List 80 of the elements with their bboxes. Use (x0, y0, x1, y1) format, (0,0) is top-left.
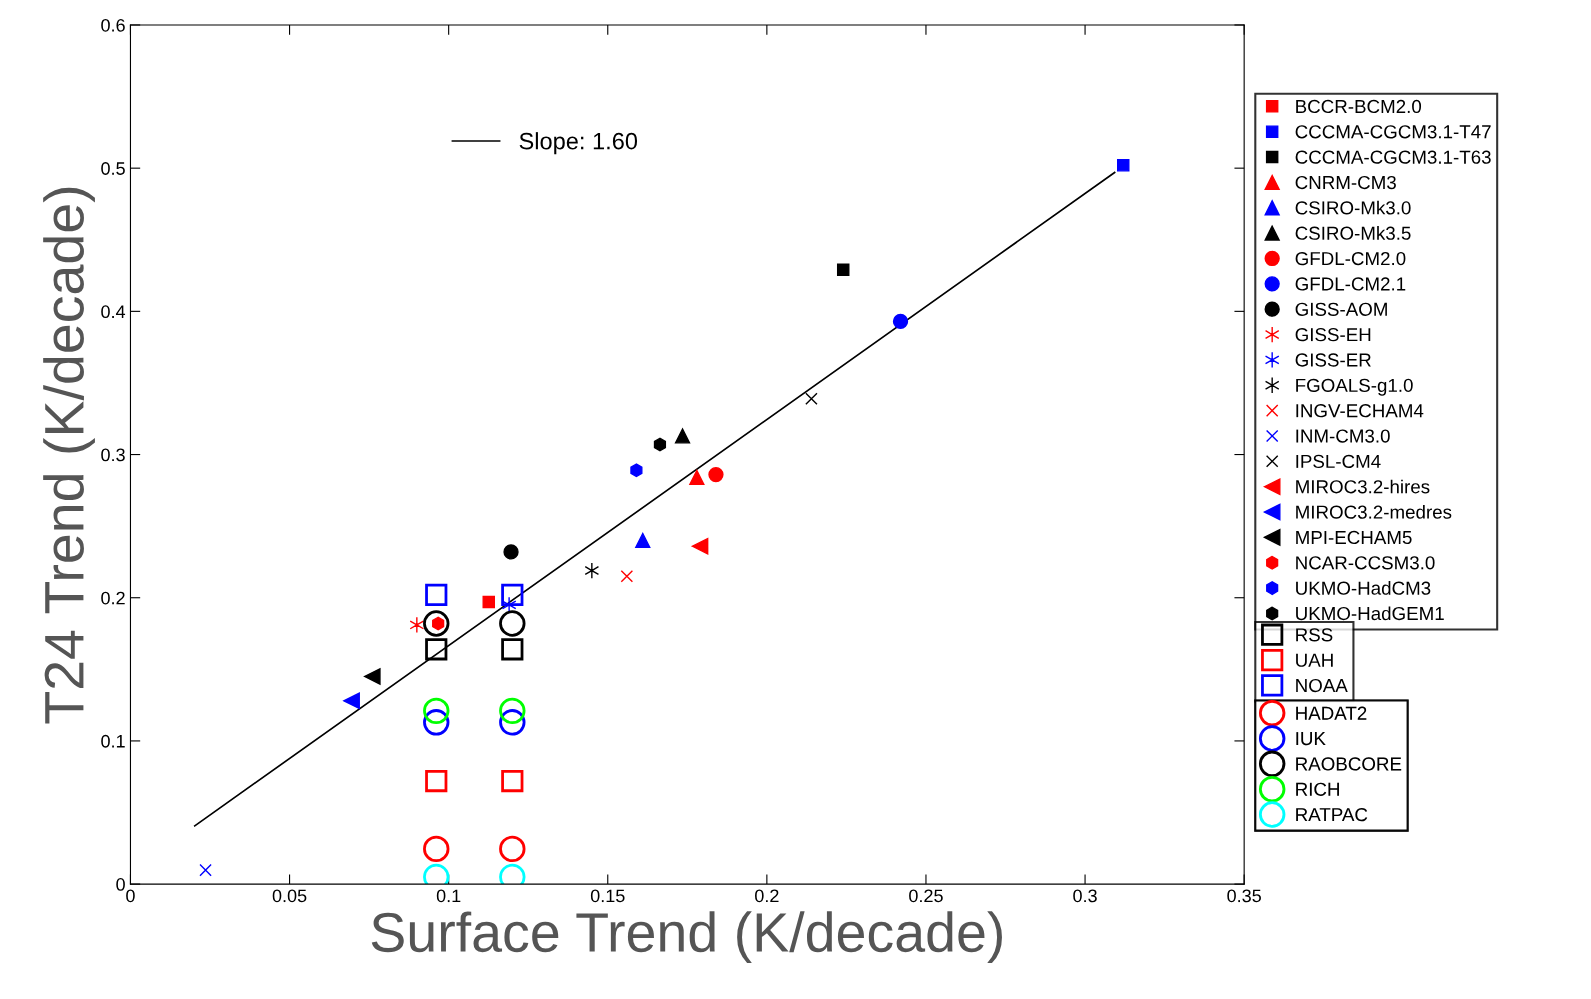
point (689, 469, 705, 486)
point (499, 835, 526, 863)
legend-label: UKMO-HadGEM1 (1296, 606, 1444, 621)
point (423, 835, 450, 863)
legend-label: IPSL-CM4 (1296, 454, 1381, 469)
x-tick-label: 0.3 (1073, 889, 1097, 903)
legend-label: MIROC3.2-medres (1296, 504, 1452, 519)
legend-label: GFDL-CM2.1 (1295, 277, 1406, 291)
legend-label: RSS (1296, 628, 1333, 642)
point (501, 769, 524, 793)
legend-label: GFDL-CM2.0 (1295, 251, 1406, 266)
x-tick-label: 0 (126, 889, 135, 903)
legend-label: CSIRO-Mk3.0 (1295, 200, 1411, 215)
x-axis-title: Surface Trend (K/decade) (371, 911, 1002, 964)
point (708, 466, 724, 483)
point (501, 638, 524, 661)
legend-label: MIROC3.2-hires (1296, 479, 1430, 494)
point (425, 583, 448, 606)
point (482, 595, 496, 609)
y-tick-label: 0.3 (101, 448, 125, 462)
y-tick-label: 0 (116, 878, 125, 891)
point (199, 863, 212, 877)
point (409, 616, 425, 634)
point (499, 610, 526, 637)
point (499, 709, 526, 736)
legend-label: NOAA (1296, 678, 1348, 693)
point (423, 610, 450, 637)
point (423, 697, 450, 725)
legend-label: NCAR-CCSM3.0 (1296, 556, 1435, 570)
legend-label: GISS-ER (1295, 353, 1371, 367)
legend-label: CCCMA-CGCM3.1-T63 (1295, 150, 1491, 164)
y-tick-label: 0.4 (101, 305, 126, 319)
y-tick-label: 0.2 (101, 591, 125, 605)
legend-label: CNRM-CM3 (1295, 175, 1396, 190)
y-tick-label: 0.5 (101, 162, 125, 175)
legend-label: RAOBCORE (1296, 757, 1402, 771)
point (423, 709, 450, 736)
legend-label: RATPAC (1296, 807, 1368, 822)
point (499, 697, 526, 725)
legend-label: IUK (1296, 732, 1326, 746)
point (343, 692, 360, 710)
point (635, 532, 651, 549)
point (425, 769, 448, 793)
x-tick-label: 0.35 (1227, 889, 1261, 903)
point (503, 544, 519, 560)
point (836, 263, 850, 277)
legend-label: Slope: 1.60 (519, 132, 638, 155)
point (630, 463, 643, 478)
point (584, 562, 600, 579)
point (425, 638, 448, 661)
legend-label: RICH (1296, 782, 1339, 796)
x-tick-label: 0.25 (909, 889, 943, 903)
point (805, 392, 818, 405)
point (674, 428, 691, 444)
legend-label: INM-CM3.0 (1296, 429, 1390, 443)
x-tick-label: 0.1 (436, 889, 461, 903)
y-axis-title: T24 Trend (K/decade) (43, 187, 95, 724)
legend-label: GISS-EH (1295, 328, 1371, 342)
legend-label: FGOALS-g1.0 (1296, 378, 1413, 396)
point (653, 437, 667, 452)
point (501, 583, 524, 606)
point (363, 668, 381, 685)
legend-label: UKMO-HadCM3 (1296, 581, 1431, 595)
legend-label: CSIRO-Mk3.5 (1295, 226, 1411, 240)
legend-label: GISS-AOM (1295, 302, 1387, 316)
y-tick-label: 0.6 (101, 18, 125, 32)
point (620, 570, 634, 583)
y-tick-label: 0.1 (101, 734, 125, 748)
legend-label: BCCR-BCM2.0 (1296, 99, 1422, 114)
point (892, 313, 909, 330)
legend-label: CCCMA-CGCM3.1-T47 (1295, 125, 1491, 139)
legend-label: INGV-ECHAM4 (1296, 404, 1424, 418)
x-tick-label: 0.05 (272, 889, 307, 903)
legend-label: UAH (1296, 653, 1333, 667)
point (1116, 159, 1130, 172)
legend-label: HADAT2 (1296, 706, 1367, 720)
legend-label: MPI-ECHAM5 (1296, 530, 1412, 545)
x-tick-label: 0.15 (590, 889, 625, 903)
point (691, 537, 709, 555)
x-tick-label: 0.2 (755, 889, 779, 903)
